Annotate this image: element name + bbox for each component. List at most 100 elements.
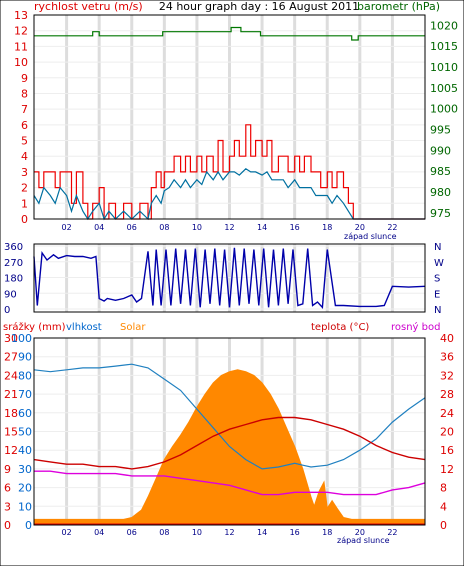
p3-rain-tick-7: 21: [4, 388, 18, 401]
p3-temp-tick-1: 4: [440, 500, 447, 513]
p3-x-tick-label-10: 22: [387, 528, 397, 537]
p1-right-tick-5: 1000: [430, 103, 458, 116]
p1-left-tick-13: 13: [14, 9, 28, 22]
p3-x-tick-label-1: 04: [94, 528, 104, 537]
p1-left-tick-0: 0: [21, 213, 28, 226]
p1-x-tick-label-7: 16: [290, 223, 300, 232]
p1-x-tick-label-3: 08: [159, 223, 169, 232]
panel3-ticks: 0369121518212427300102030405060708090100…: [4, 332, 454, 537]
p3-humidity-tick-0: 0: [25, 519, 32, 532]
p1-left-tick-1: 1: [21, 197, 28, 210]
p3-humidity-tick-1: 10: [18, 500, 32, 513]
panel1-grid: [34, 14, 425, 220]
p3-temp-tick-9: 36: [440, 351, 454, 364]
p1-left-tick-5: 5: [21, 135, 28, 148]
panel2-series: [33, 247, 426, 309]
p2-left-tick-3: 270: [4, 258, 23, 269]
p1-left-tick-4: 4: [21, 150, 28, 163]
wind-direction-line: [33, 247, 426, 309]
p3-temp-tick-2: 8: [440, 482, 447, 495]
p1-left-tick-10: 10: [14, 56, 28, 69]
p3-x-tick-label-3: 08: [159, 528, 169, 537]
p3-temp-tick-6: 24: [440, 407, 454, 420]
p3-x-tick-label-5: 12: [224, 528, 234, 537]
p3-x-tick-label-8: 18: [322, 528, 332, 537]
p3-humidity-tick-7: 70: [18, 388, 32, 401]
p1-left-tick-7: 7: [21, 103, 28, 116]
p3-x-tick-label-9: 20: [355, 528, 365, 537]
p3-x-tick-label-7: 16: [290, 528, 300, 537]
p1-x-tick-label-8: 18: [322, 223, 332, 232]
p1-right-tick-3: 990: [430, 144, 451, 157]
p2-right-tick-0: N: [434, 242, 441, 253]
pressure-axis-label: barometr (hPa): [357, 0, 440, 13]
p2-right-tick-1: W: [434, 258, 444, 269]
p1-right-tick-6: 1005: [430, 82, 458, 95]
p1-right-tick-1: 980: [430, 186, 451, 199]
panel3-frame: [33, 337, 426, 526]
p3-humidity-tick-10: 100: [11, 332, 32, 345]
p1-left-tick-2: 2: [21, 182, 28, 195]
temperature-line: [33, 416, 426, 470]
p2-left-tick-0: 0: [4, 305, 10, 316]
p2-right-tick-3: E: [434, 289, 440, 300]
p3-temp-tick-5: 20: [440, 426, 454, 439]
p3-humidity-tick-3: 30: [18, 463, 32, 476]
p3-rain-tick-9: 27: [4, 351, 18, 364]
p3-humidity-tick-9: 90: [18, 351, 32, 364]
p3-temp-tick-8: 32: [440, 369, 454, 382]
p3-rain-tick-2: 6: [4, 482, 11, 495]
p1-left-tick-12: 12: [14, 25, 28, 38]
wind-speed-axis-label: rychlost vetru (m/s): [34, 0, 143, 13]
panel1-ticks: 0123456789101112139759809859909951000100…: [14, 9, 458, 232]
p1-x-tick-label-10: 22: [387, 223, 397, 232]
p1-left-tick-11: 11: [14, 40, 28, 53]
solar-area: [33, 369, 426, 526]
p1-left-tick-9: 9: [21, 72, 28, 85]
p3-rain-tick-5: 15: [4, 426, 18, 439]
p3-rain-tick-3: 9: [4, 463, 11, 476]
p3-rain-tick-4: 12: [4, 444, 18, 457]
dewpoint-axis-label: rosný bod: [391, 321, 440, 333]
panel2-frame: [33, 243, 426, 313]
humidity-line: [33, 363, 426, 470]
temperature-axis-label: teplota (°C): [311, 322, 369, 333]
pressure-line: [34, 26, 425, 41]
sunset-label: západ slunce: [344, 232, 397, 241]
dewpoint-line: [34, 470, 426, 496]
p2-right-tick-4: N: [434, 305, 441, 316]
humidity-axis-label: vlhkost: [66, 322, 102, 333]
p3-x-tick-label-0: 02: [61, 528, 71, 537]
p3-rain-tick-8: 24: [4, 369, 18, 382]
p1-right-tick-8: 1015: [430, 40, 458, 53]
p3-temp-tick-3: 12: [440, 463, 454, 476]
p1-x-tick-label-4: 10: [192, 223, 202, 232]
p3-humidity-tick-4: 40: [18, 444, 32, 457]
p1-x-tick-label-6: 14: [257, 223, 267, 232]
p2-left-tick-4: 360: [4, 242, 23, 253]
p3-temp-tick-10: 40: [440, 332, 454, 345]
p3-x-tick-label-2: 06: [127, 528, 137, 537]
p2-right-tick-2: S: [434, 274, 440, 285]
p1-x-tick-label-9: 20: [355, 223, 365, 232]
p3-temp-tick-0: 0: [440, 519, 447, 532]
solar-axis-label: Solar: [120, 322, 146, 333]
p3-rain-tick-6: 18: [4, 407, 18, 420]
p3-rain-tick-0: 0: [4, 519, 11, 532]
p3-humidity-tick-5: 50: [18, 426, 32, 439]
p3-rain-tick-1: 3: [4, 500, 11, 513]
p1-right-tick-7: 1010: [430, 61, 458, 74]
p3-temp-tick-4: 16: [440, 444, 454, 457]
rain-humidity-temperature-panel: srážky (mm) vlhkost Solar teplota (°C) r…: [3, 321, 454, 545]
p2-left-tick-2: 180: [4, 274, 23, 285]
p1-left-tick-6: 6: [21, 119, 28, 132]
p3-x-tick-label-4: 10: [192, 528, 202, 537]
p3-temp-tick-7: 28: [440, 388, 454, 401]
p3-humidity-tick-6: 60: [18, 407, 32, 420]
chart-title: 24 hour graph day : 16 August 2011: [159, 0, 359, 13]
panel1-frame: [33, 14, 426, 220]
p3-x-tick-label-6: 14: [257, 528, 267, 537]
